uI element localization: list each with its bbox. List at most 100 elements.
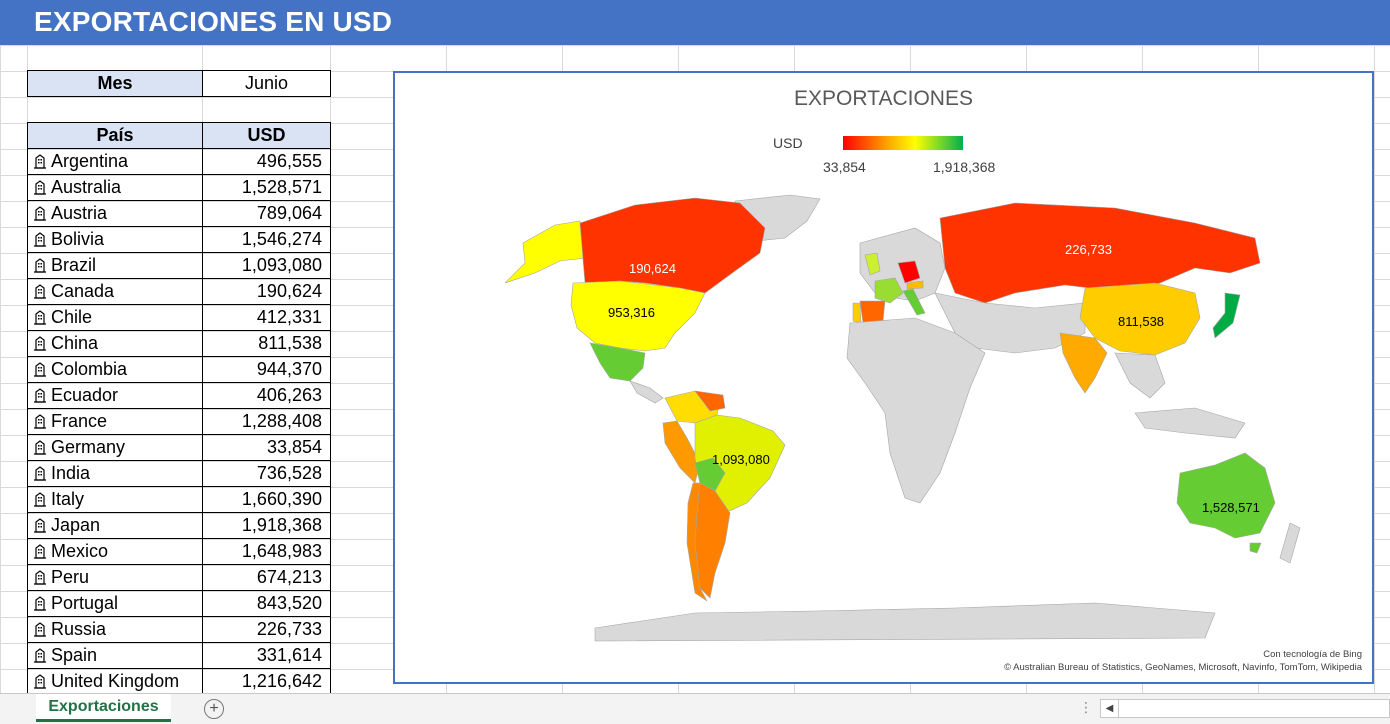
usd-value-cell[interactable]: 412,331 [202,304,331,331]
country-cell[interactable]: Bolivia [27,226,203,253]
usd-value-cell[interactable]: 1,660,390 [202,486,331,513]
scroll-left-icon[interactable]: ◀ [1101,700,1119,717]
country-cell[interactable]: Australia [27,174,203,201]
map-alaska [504,220,586,284]
usd-value-cell[interactable]: 1,528,571 [202,174,331,201]
map-data-attribution: © Australian Bureau of Statistics, GeoNa… [1004,662,1362,673]
table-body: Argentina 496,555 Australia 1,528,571 Austri… [27,148,331,695]
usd-value-cell[interactable]: 789,064 [202,200,331,227]
table-row: Germany 33,854 [27,434,331,461]
table-row: Italy 1,660,390 [27,486,331,513]
grid-line [330,45,331,693]
usd-value-cell[interactable]: 1,648,983 [202,538,331,565]
map-canada [579,197,766,294]
country-cell[interactable]: Austria [27,200,203,227]
usd-value-cell[interactable]: 843,520 [202,590,331,617]
map-france [874,277,904,304]
map-japan [1212,292,1241,339]
country-cell[interactable]: Russia [27,616,203,643]
building-geo-icon [34,154,46,169]
usd-value-cell[interactable]: 496,555 [202,148,331,175]
country-cell[interactable]: Canada [27,278,203,305]
table-row: China 811,538 [27,330,331,357]
country-name: China [51,333,99,353]
building-geo-icon [34,284,46,299]
usd-value-cell[interactable]: 944,370 [202,356,331,383]
country-cell[interactable]: United Kingdom [27,668,203,695]
building-geo-icon [34,570,46,585]
country-name: Austria [51,203,108,223]
map-spain [859,300,886,324]
country-cell[interactable]: Spain [27,642,203,669]
country-cell[interactable]: Japan [27,512,203,539]
usd-value-cell[interactable]: 1,093,080 [202,252,331,279]
country-name: Spain [51,645,98,665]
country-cell[interactable]: Colombia [27,356,203,383]
usd-value-cell[interactable]: 33,854 [202,434,331,461]
month-label-cell[interactable]: Mes [27,70,203,97]
country-cell[interactable]: France [27,408,203,435]
country-cell[interactable]: Italy [27,486,203,513]
chart-title: EXPORTACIONES [794,87,973,110]
country-name: Japan [51,515,101,535]
country-cell[interactable]: Argentina [27,148,203,175]
country-cell[interactable]: Chile [27,304,203,331]
usd-value-cell[interactable]: 190,624 [202,278,331,305]
country-name: Argentina [51,151,129,171]
building-geo-icon [34,492,46,507]
usd-value-cell[interactable]: 674,213 [202,564,331,591]
map-india [1059,332,1108,394]
building-geo-icon [34,258,46,273]
usd-value-cell[interactable]: 1,546,274 [202,226,331,253]
building-geo-icon [34,180,46,195]
country-column-header[interactable]: País [27,122,203,149]
legend-min: 33,854 [823,159,866,175]
building-geo-icon [34,206,46,221]
table-row: Argentina 496,555 [27,148,331,175]
usd-value-cell[interactable]: 406,263 [202,382,331,409]
building-geo-icon [34,440,46,455]
map-tasmania [1249,542,1262,554]
country-cell[interactable]: Germany [27,434,203,461]
table-row: Mexico 1,648,983 [27,538,331,565]
usd-value-cell[interactable]: 226,733 [202,616,331,643]
sheet-tab-exportaciones[interactable]: Exportaciones [36,694,171,722]
map-portugal [852,302,862,324]
table-row: United Kingdom 1,216,642 [27,668,331,695]
table-row: Brazil 1,093,080 [27,252,331,279]
building-geo-icon [34,674,46,689]
building-geo-icon [34,414,46,429]
country-cell[interactable]: Portugal [27,590,203,617]
country-name: India [51,463,91,483]
building-geo-icon [34,336,46,351]
legend-title: USD [773,135,803,151]
country-cell[interactable]: China [27,330,203,357]
month-value-cell[interactable]: Junio [202,70,331,97]
building-geo-icon [34,544,46,559]
country-cell[interactable]: Peru [27,564,203,591]
map-italy [902,288,926,316]
country-name: Australia [51,177,122,197]
horizontal-scrollbar[interactable]: ◀ [1100,699,1390,718]
country-cell[interactable]: Brazil [27,252,203,279]
usd-value-cell[interactable]: 1,918,368 [202,512,331,539]
building-geo-icon [34,518,46,533]
map-chart[interactable]: EXPORTACIONES USD 33,854 1,918,368 [393,71,1374,684]
grid-line [1374,45,1375,693]
country-cell[interactable]: Mexico [27,538,203,565]
map-label-china: 811,538 [1118,314,1165,329]
usd-value-cell[interactable]: 331,614 [202,642,331,669]
usd-value-cell[interactable]: 736,528 [202,460,331,487]
usd-value-cell[interactable]: 811,538 [202,330,331,357]
split-handle-icon[interactable]: ⋮ [1079,699,1093,715]
usd-value-cell[interactable]: 1,216,642 [202,668,331,695]
plus-circle-icon[interactable]: + [204,699,224,719]
page-title: EXPORTACIONES EN USD [34,6,393,37]
country-cell[interactable]: Ecuador [27,382,203,409]
usd-column-header[interactable]: USD [202,122,331,149]
usd-value-cell[interactable]: 1,288,408 [202,408,331,435]
country-cell[interactable]: India [27,460,203,487]
map-africa [846,317,986,504]
map-se-asia [1114,352,1166,399]
building-geo-icon [34,310,46,325]
